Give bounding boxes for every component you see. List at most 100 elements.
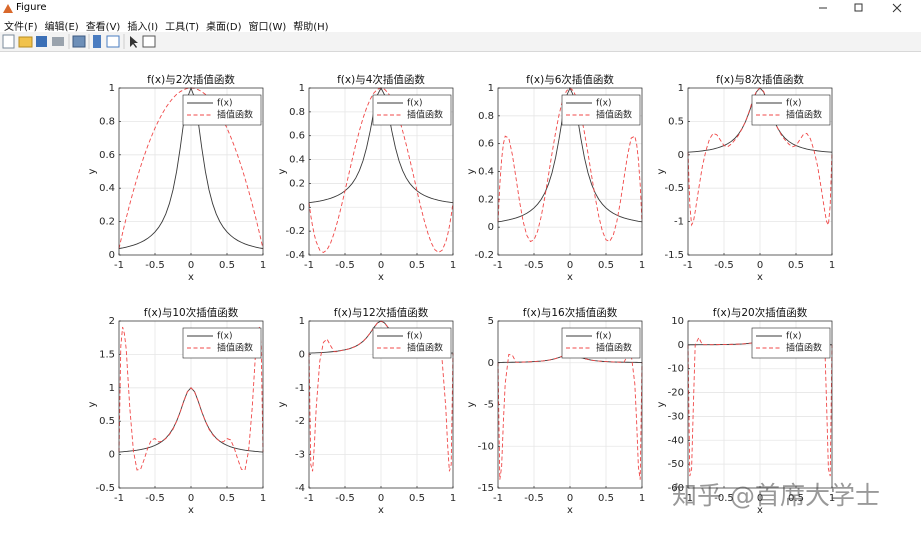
y-tick-label: -1 [295,383,305,394]
y-tick-label: -4 [295,483,305,494]
y-tick-label: 0.4 [478,167,494,178]
y-axis-label: y [656,168,667,174]
x-tick-label: -0.5 [714,493,734,504]
chart-title: f(x)与16次插值函数 [523,306,618,319]
y-axis-label: y [466,401,477,407]
y-tick-label: -60 [668,483,684,494]
y-tick-label: 0 [109,250,115,261]
x-tick-label: -1 [114,260,124,271]
legend-box [561,94,641,126]
x-tick-label: 1 [829,493,835,504]
new-button[interactable] [2,34,15,49]
y-tick-label: -50 [668,459,684,470]
legend-label: 插值函数 [217,109,253,121]
save-button[interactable] [36,36,47,47]
y-axis-label: y [656,401,667,407]
legend-label: 插值函数 [407,342,443,354]
x-tick-label: 0 [757,260,763,271]
menu-item[interactable]: 帮助(H) [293,22,329,33]
x-axis-label: x [757,505,763,516]
legend-label: 插值函数 [596,342,632,354]
close-button[interactable] [892,3,902,13]
window-controls [819,3,902,13]
y-tick-label: 0.5 [668,116,684,127]
x-tick-label: -0.5 [335,260,355,271]
y-tick-label: -5 [484,400,494,411]
legend-box [182,94,262,126]
open-button[interactable] [18,36,33,48]
y-tick-label: 0.4 [289,155,305,166]
chart-title: f(x)与20次插值函数 [713,306,808,319]
menu-item[interactable]: 插入(I) [127,22,159,33]
colorbar-button[interactable] [93,35,101,48]
figure: -1 -0.5 0 0.5 100.20.40.60.81f(x)与2次插值函数xyf(… [87,73,880,516]
y-tick-label: -0.2 [285,226,305,237]
legend-label: f(x) [407,99,423,109]
y-tick-label: 0.4 [99,183,115,194]
legend-button[interactable] [106,35,120,48]
watermark: 知乎 @首席大学士 [672,481,880,510]
link-button[interactable] [72,35,86,48]
menu-item[interactable]: 编辑(E) [44,22,79,33]
inspector-button[interactable] [142,35,156,48]
y-axis-label: y [466,168,477,174]
x-axis-label: x [188,272,194,283]
legend-label: 插值函数 [786,109,822,121]
menu-item[interactable]: 桌面(D) [206,22,242,33]
axes-box [687,87,833,256]
menu-bar: 文件(F) 编辑(E) 查看(V) 插入(I) 工具(T) 桌面(D) 窗口(W) 帮助(H) [0,16,921,33]
menu-item[interactable]: 文件(F) [4,22,38,33]
series-line [118,326,264,471]
y-axis-label: y [277,168,288,174]
print-button[interactable] [52,37,64,46]
toolbar-icons [2,34,156,49]
menu-item[interactable]: 工具(T) [165,22,200,33]
y-tick-label: 1 [488,83,494,94]
axes-box [308,87,454,256]
y-tick-label: -1 [674,217,684,228]
y-tick-label: -0.5 [664,183,684,194]
x-tick-label: 1 [450,493,456,504]
edit-button[interactable] [130,36,138,48]
chart-title: f(x)与12次插值函数 [334,306,429,319]
y-tick-label: 0.6 [289,131,305,142]
x-axis-label: x [757,272,763,283]
axes-box [497,320,643,489]
maximize-button[interactable] [854,3,863,12]
y-axis-label: y [277,401,288,407]
legend-box [561,327,641,359]
x-tick-label: -1 [304,260,314,271]
x-axis-label: x [188,505,194,516]
app-icon [3,4,13,13]
x-tick-label: -1 [114,493,124,504]
y-tick-label: 0.2 [289,178,305,189]
menu-item[interactable]: 窗口(W) [248,22,287,33]
y-tick-label: -30 [668,411,684,422]
y-tick-label: -0.4 [285,250,305,261]
x-tick-label: 0.5 [598,260,614,271]
x-tick-label: 0.5 [219,260,235,271]
y-tick-label: 0.2 [99,217,115,228]
y-tick-label: -15 [478,483,494,494]
x-tick-label: 0.5 [409,260,425,271]
chart-title: f(x)与4次插值函数 [337,73,425,86]
menu-item[interactable]: 查看(V) [85,22,121,33]
x-tick-label: 1 [260,260,266,271]
y-tick-label: 1 [109,383,115,394]
x-tick-label: 0 [188,493,194,504]
y-axis-label: y [87,401,98,407]
x-tick-label: 0.5 [409,493,425,504]
x-tick-label: 0.5 [788,493,804,504]
legend-label: f(x) [596,99,612,109]
axes-box [308,320,454,489]
y-tick-label: -40 [668,435,684,446]
y-tick-label: 1 [299,83,305,94]
y-tick-label: 0 [488,222,494,233]
y-tick-label: 0 [678,150,684,161]
x-axis-label: x [378,272,384,283]
y-tick-label: 0 [299,202,305,213]
x-axis-label: x [567,505,573,516]
x-axis-label: x [378,505,384,516]
y-tick-label: 10 [671,316,684,327]
